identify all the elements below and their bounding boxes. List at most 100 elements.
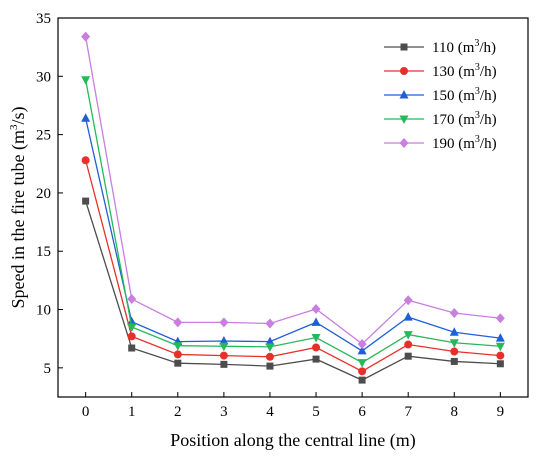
data-point bbox=[219, 317, 229, 328]
data-point bbox=[403, 295, 413, 306]
x-tick-label: 4 bbox=[266, 404, 274, 420]
data-point bbox=[399, 115, 409, 124]
data-point bbox=[358, 376, 366, 384]
data-point bbox=[173, 350, 182, 359]
y-tick-label: 30 bbox=[36, 69, 51, 85]
data-point bbox=[311, 334, 321, 343]
data-point bbox=[174, 359, 182, 367]
data-point bbox=[127, 294, 137, 305]
data-point bbox=[81, 113, 91, 122]
legend-item: 130 (m3/h) bbox=[384, 62, 497, 80]
legend-label-part: /h) bbox=[480, 112, 497, 128]
legend-item: 150 (m3/h) bbox=[384, 86, 497, 104]
legend-label-sup: 3 bbox=[475, 110, 480, 121]
y-tick-label: 20 bbox=[36, 186, 51, 202]
data-point bbox=[128, 344, 136, 352]
series-layer bbox=[81, 31, 505, 384]
y-axis: 5 10 15 20 25 30 35 bbox=[36, 11, 63, 377]
legend-label: 190 (m3/h) bbox=[432, 134, 497, 152]
data-point bbox=[265, 343, 275, 352]
y-axis-title: Speed in the fire tube (m3/s) bbox=[8, 107, 29, 309]
data-point bbox=[265, 352, 274, 361]
legend-label-sup: 3 bbox=[475, 62, 480, 73]
series-4 bbox=[81, 31, 505, 349]
data-point bbox=[495, 313, 505, 324]
plot-frame bbox=[57, 17, 529, 398]
x-tick-label: 5 bbox=[312, 404, 320, 420]
data-point bbox=[219, 336, 229, 345]
data-point bbox=[449, 339, 459, 348]
x-tick-label: 3 bbox=[220, 404, 228, 420]
series-line bbox=[85, 160, 501, 373]
data-point bbox=[450, 357, 458, 365]
legend-label-part: 190 (m bbox=[432, 136, 475, 152]
legend-item: 190 (m3/h) bbox=[384, 134, 497, 152]
data-point bbox=[495, 342, 505, 352]
legend-label: 110 (m3/h) bbox=[432, 38, 496, 56]
series-2 bbox=[81, 113, 505, 355]
legend: 110 (m3/h)130 (m3/h)150 (m3/h)170 (m3/h)… bbox=[384, 38, 497, 152]
x-axis: 0 1 2 3 4 5 6 7 8 9 bbox=[82, 392, 504, 420]
legend-label-part: 110 (m bbox=[432, 40, 475, 56]
y-tick-label: 10 bbox=[36, 303, 51, 319]
data-point bbox=[357, 345, 367, 355]
legend-label-part: 170 (m bbox=[432, 112, 475, 128]
data-point bbox=[358, 367, 367, 376]
data-point bbox=[266, 362, 274, 370]
data-point bbox=[81, 31, 91, 42]
legend-item: 110 (m3/h) bbox=[384, 38, 496, 56]
legend-item: 170 (m3/h) bbox=[384, 110, 497, 128]
data-point bbox=[219, 351, 228, 360]
data-point bbox=[127, 323, 137, 333]
series-line bbox=[85, 118, 501, 352]
legend-label: 130 (m3/h) bbox=[432, 62, 497, 80]
y-tick-label: 25 bbox=[36, 128, 51, 144]
legend-label-part: 150 (m bbox=[432, 88, 475, 104]
x-tick-label: 2 bbox=[174, 404, 182, 420]
x-tick-label: 9 bbox=[497, 404, 505, 420]
data-point bbox=[173, 317, 183, 328]
data-point bbox=[220, 360, 228, 368]
data-point bbox=[82, 197, 90, 205]
data-point bbox=[496, 351, 505, 360]
data-point bbox=[496, 360, 504, 368]
legend-label-sup: 3 bbox=[475, 86, 480, 97]
data-point bbox=[173, 342, 183, 351]
y-title-part: /s) bbox=[8, 107, 29, 125]
data-point bbox=[399, 90, 409, 99]
data-point bbox=[495, 333, 505, 342]
data-point bbox=[449, 327, 459, 336]
data-point bbox=[311, 317, 321, 326]
data-point bbox=[449, 308, 459, 319]
data-point bbox=[312, 355, 320, 363]
data-point bbox=[403, 312, 413, 321]
legend-label-part: /h) bbox=[480, 136, 497, 152]
data-point bbox=[399, 138, 409, 148]
series-0 bbox=[82, 197, 504, 384]
series-line bbox=[85, 36, 501, 345]
legend-label-sup: 3 bbox=[474, 38, 479, 49]
series-3 bbox=[81, 76, 505, 368]
data-point bbox=[400, 67, 408, 75]
x-tick-label: 6 bbox=[358, 404, 366, 420]
y-title-part: Speed in the fire tube (m bbox=[8, 130, 29, 308]
data-point bbox=[357, 338, 367, 349]
x-tick-label: 0 bbox=[82, 404, 90, 420]
data-point bbox=[312, 343, 321, 352]
data-point bbox=[400, 43, 408, 51]
y-tick-label: 5 bbox=[44, 361, 52, 377]
data-point bbox=[311, 303, 321, 314]
series-line bbox=[85, 79, 501, 364]
data-point bbox=[265, 318, 275, 329]
data-point bbox=[450, 347, 459, 356]
data-point bbox=[404, 352, 412, 360]
legend-label-part: /h) bbox=[480, 88, 497, 104]
x-tick-label: 8 bbox=[451, 404, 459, 420]
data-point bbox=[81, 156, 90, 165]
legend-label: 150 (m3/h) bbox=[432, 86, 497, 104]
data-point bbox=[219, 342, 229, 352]
series-line bbox=[85, 200, 501, 381]
data-point bbox=[81, 76, 91, 85]
legend-label-part: /h) bbox=[480, 64, 497, 80]
